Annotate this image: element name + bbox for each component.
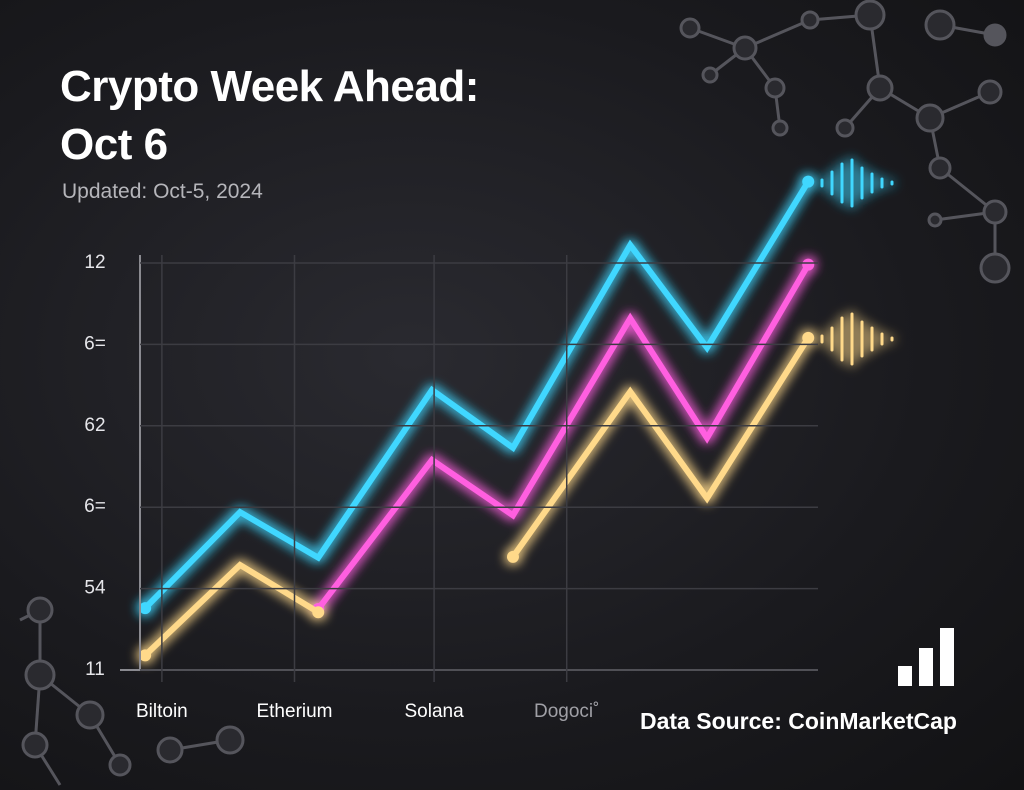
series-line: [143, 561, 320, 658]
y-tick-label: 6=: [84, 496, 106, 517]
subtitle: Updated: Oct-5, 2024: [62, 180, 263, 203]
line-end-dot: [802, 331, 815, 344]
x-tick-label: Dogoci˚: [534, 701, 599, 722]
y-tick-label: 54: [84, 578, 106, 599]
x-tick-label: Biltoin: [136, 701, 188, 722]
bar-icon: [898, 628, 954, 686]
source: Data Source: CoinMarketCap: [640, 708, 957, 734]
y-tick-label: 6=: [84, 333, 106, 354]
line-end-dot: [802, 175, 815, 188]
y-tick-label: 11: [85, 659, 105, 680]
x-tick-label: Etherium: [256, 701, 332, 722]
network: [19, 0, 1011, 786]
line-end-dot: [139, 649, 152, 662]
y-tick-label: 12: [84, 252, 105, 273]
series-line: [315, 263, 811, 611]
waveform: [820, 158, 894, 366]
line-end-dot: [312, 606, 325, 619]
line-end-dot: [506, 550, 519, 563]
series-line: [510, 336, 811, 559]
series-line: [142, 180, 811, 611]
x-tick-label: Solana: [405, 701, 465, 722]
line-end-dot: [139, 602, 152, 615]
line-end-dot: [802, 258, 815, 271]
y-tick-label: 62: [84, 415, 105, 436]
title: Crypto Week Ahead: Oct 6: [60, 62, 479, 169]
glow-layer: [139, 175, 815, 662]
